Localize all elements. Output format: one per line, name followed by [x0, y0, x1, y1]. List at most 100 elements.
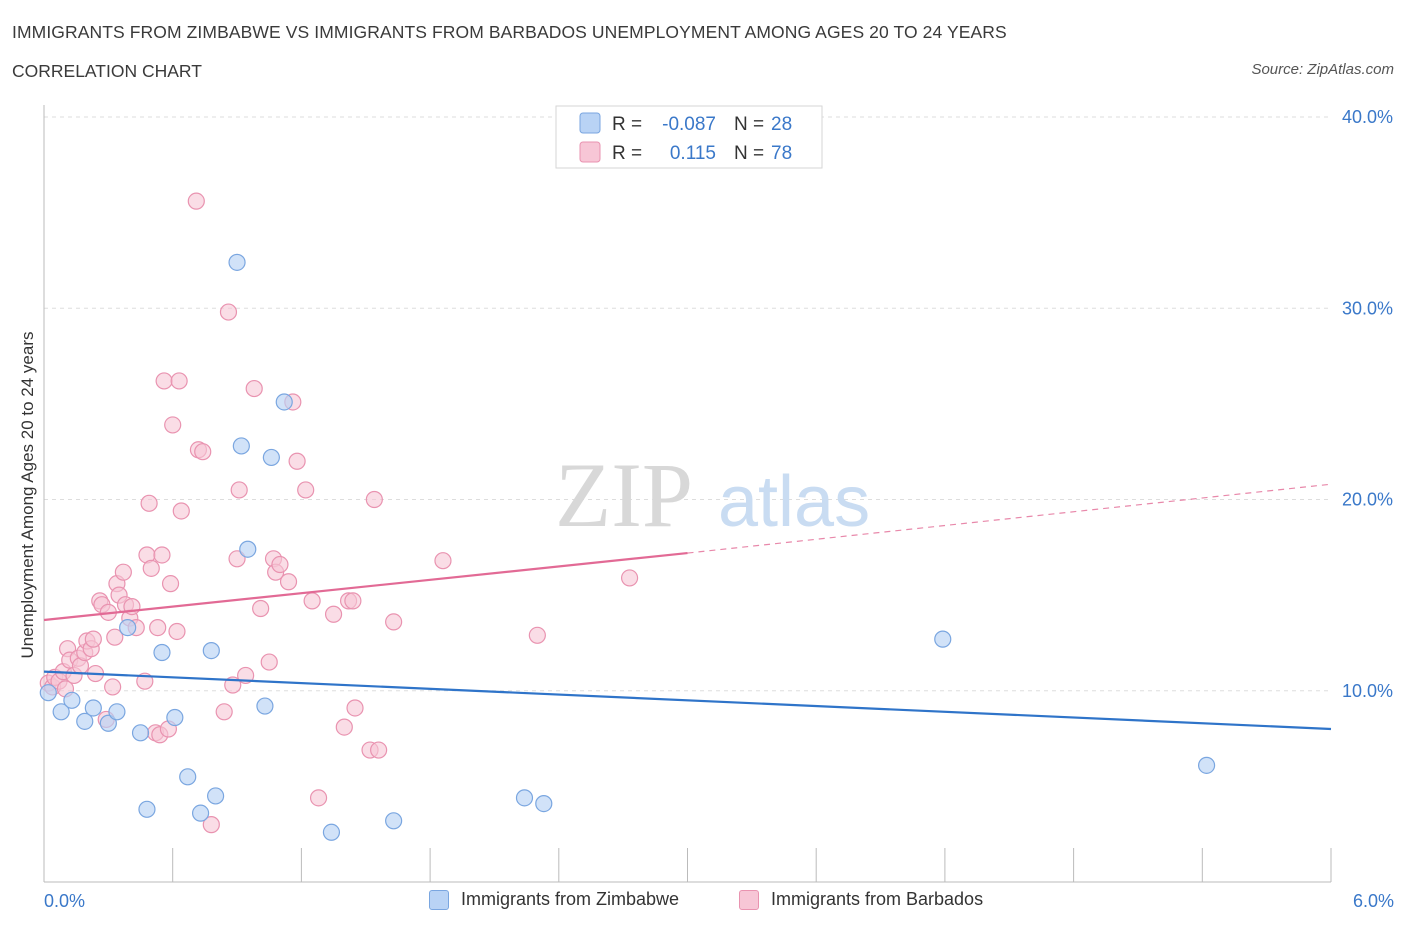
data-point-barbados — [288, 452, 306, 470]
legend-swatch-zimbabwe — [429, 889, 449, 910]
data-point-barbados — [365, 490, 383, 509]
data-point-barbados — [187, 192, 205, 210]
data-point-zimbabwe — [515, 789, 534, 807]
data-point-zimbabwe — [191, 804, 210, 822]
data-point-barbados — [260, 653, 278, 671]
data-point-barbados — [164, 416, 182, 434]
data-point-zimbabwe — [934, 630, 952, 648]
stats-n-value-barbados: 78 — [771, 143, 792, 164]
data-point-zimbabwe — [138, 800, 156, 818]
stats-legend: R = -0.087 N = 28 R = 0.115 N = 78 — [555, 105, 823, 169]
data-point-barbados — [106, 628, 124, 646]
data-point-zimbabwe — [179, 768, 197, 786]
grid-lines — [44, 116, 1331, 692]
data-point-zimbabwe — [256, 697, 274, 715]
data-point-barbados — [170, 372, 188, 390]
data-point-zimbabwe — [153, 643, 171, 662]
data-point-zimbabwe — [108, 703, 126, 721]
data-point-zimbabwe — [63, 691, 81, 709]
trend-line-zimbabwe — [43, 670, 1332, 731]
data-point-barbados — [114, 563, 132, 581]
data-point-barbados — [297, 481, 315, 499]
data-point-barbados — [142, 559, 160, 577]
data-point-zimbabwe — [131, 724, 150, 742]
stats-n-label-barbados: N = — [734, 143, 764, 164]
data-point-barbados — [279, 573, 298, 591]
data-point-zimbabwe — [275, 393, 293, 411]
data-point-zimbabwe — [119, 619, 137, 637]
data-point-zimbabwe — [84, 699, 102, 717]
x-tick-label-min: 0.0% — [44, 891, 85, 911]
data-point-zimbabwe — [166, 708, 184, 727]
series-zimbabwe-points — [39, 253, 1216, 841]
data-point-barbados — [230, 481, 248, 499]
stats-r-label-barbados: R = — [612, 143, 642, 164]
data-point-barbados — [344, 592, 362, 610]
stats-r-label-zimbabwe: R = — [612, 114, 642, 135]
data-point-barbados — [346, 699, 364, 717]
data-point-barbados — [271, 555, 289, 574]
watermark-zip: ZIP — [555, 444, 693, 546]
legend-label-barbados: Immigrants from Barbados — [771, 889, 984, 909]
data-point-barbados — [385, 613, 403, 631]
watermark: ZIP atlas — [555, 444, 870, 546]
y-axis-label: Unemployment Among Ages 20 to 24 years — [18, 332, 37, 659]
y-tick-label: 30.0% — [1342, 298, 1393, 318]
watermark-atlas: atlas — [718, 462, 870, 542]
series-barbados-points — [39, 192, 639, 834]
data-point-barbados — [219, 303, 238, 321]
x-axis-ticks — [172, 848, 1332, 882]
data-point-zimbabwe — [232, 437, 250, 455]
data-point-barbados — [155, 372, 173, 390]
legend-item-barbados: Immigrants from Barbados — [739, 889, 983, 910]
data-point-barbados — [620, 569, 639, 587]
data-point-zimbabwe — [239, 540, 257, 558]
chart-title: IMMIGRANTS FROM ZIMBABWE VS IMMIGRANTS F… — [12, 22, 1007, 42]
data-point-barbados — [140, 494, 158, 512]
data-point-barbados — [335, 718, 353, 736]
stats-n-label-zimbabwe: N = — [734, 114, 764, 135]
data-point-zimbabwe — [207, 787, 225, 805]
data-point-barbados — [194, 443, 212, 461]
stats-swatch-zimbabwe — [579, 112, 601, 134]
data-point-barbados — [149, 619, 167, 637]
data-point-zimbabwe — [1197, 756, 1216, 774]
data-point-zimbabwe — [99, 714, 117, 732]
data-point-barbados — [161, 575, 180, 593]
trend-lines — [43, 483, 1332, 731]
data-point-zimbabwe — [262, 448, 280, 467]
data-point-barbados — [84, 630, 102, 648]
data-point-zimbabwe — [228, 253, 246, 271]
data-point-barbados — [172, 502, 190, 520]
x-tick-label-max: 6.0% — [1353, 891, 1394, 911]
trend-line-barbados-extrapolated — [687, 483, 1332, 554]
data-point-barbados — [104, 678, 122, 696]
data-point-barbados — [245, 379, 263, 398]
data-point-barbados — [202, 816, 220, 834]
data-point-barbados — [528, 626, 546, 644]
data-point-barbados — [434, 552, 452, 570]
data-point-barbados — [303, 592, 321, 610]
stats-r-value-zimbabwe: -0.087 — [662, 114, 716, 135]
stats-r-value-barbados: 0.115 — [670, 143, 716, 164]
data-point-barbados — [228, 550, 246, 568]
data-point-zimbabwe — [385, 812, 403, 830]
data-point-barbados — [215, 703, 233, 721]
source-label: Source: ZipAtlas.com — [1251, 61, 1394, 78]
data-point-zimbabwe — [52, 703, 70, 721]
chart-subtitle: CORRELATION CHART — [12, 61, 202, 81]
data-point-zimbabwe — [535, 794, 553, 813]
y-axis-tick-labels: 10.0% 20.0% 30.0% 40.0% — [1342, 107, 1393, 701]
data-point-zimbabwe — [76, 712, 94, 730]
data-point-zimbabwe — [39, 684, 57, 702]
data-point-barbados — [252, 599, 270, 618]
data-point-zimbabwe — [322, 823, 341, 841]
stats-swatch-barbados — [579, 141, 601, 163]
legend-label-zimbabwe: Immigrants from Zimbabwe — [461, 889, 680, 909]
data-point-barbados — [153, 546, 171, 564]
legend-item-zimbabwe: Immigrants from Zimbabwe — [429, 889, 679, 910]
data-point-barbados — [168, 622, 186, 641]
data-point-barbados — [309, 789, 328, 807]
y-tick-label: 20.0% — [1342, 490, 1393, 510]
